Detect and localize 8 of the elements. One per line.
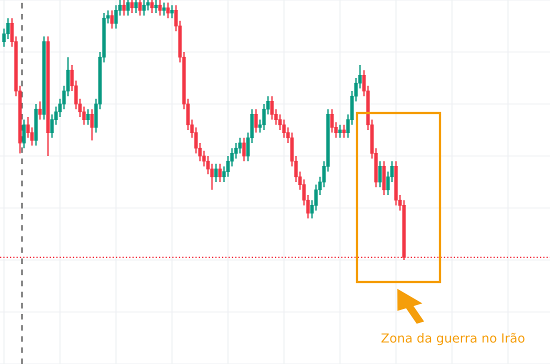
candlestick	[342, 124, 346, 138]
candlestick	[86, 108, 90, 126]
text: Zona da guerra no Irão	[381, 332, 524, 346]
candlestick	[202, 150, 206, 168]
candlestick	[166, 2, 170, 19]
candlestick	[338, 124, 342, 138]
candlestick	[170, 4, 174, 19]
candlestick	[238, 137, 242, 154]
